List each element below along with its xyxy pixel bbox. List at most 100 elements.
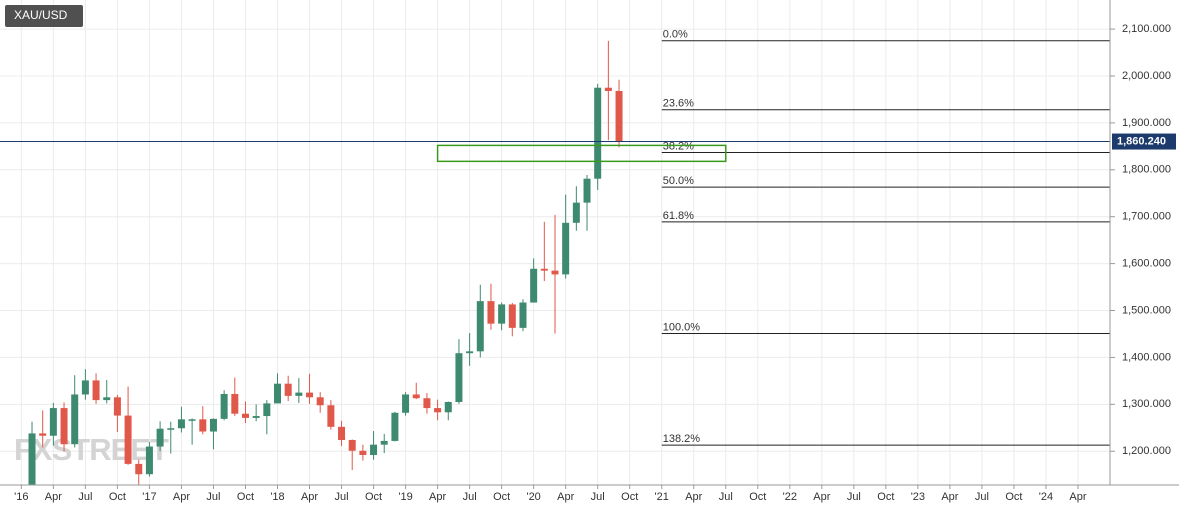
candle-body <box>370 444 378 455</box>
candle-body <box>60 408 68 445</box>
candle-body <box>615 90 623 142</box>
y-tick-label: 1,200.000 <box>1122 445 1171 457</box>
x-tick-label: Jul <box>335 491 349 503</box>
x-tick-label: Oct <box>493 491 510 503</box>
candle-body <box>594 87 602 179</box>
x-tick-label: '17 <box>142 491 156 503</box>
candle-body <box>530 268 538 303</box>
candle-body <box>562 222 570 275</box>
fib-label: 50.0% <box>663 175 694 187</box>
fib-label: 23.6% <box>663 98 694 110</box>
candle-body <box>380 440 388 445</box>
candle-body <box>156 428 164 447</box>
candle-body <box>113 397 121 416</box>
x-tick-label: Apr <box>557 491 574 503</box>
candle-body <box>487 301 495 324</box>
axes: 1,200.000 1,300.000 1,400.000 1,500.000 1,60… <box>14 23 1176 503</box>
x-tick-label: Jul <box>975 491 989 503</box>
y-tick-label: 1,800.000 <box>1122 164 1171 176</box>
candle-body <box>604 87 612 91</box>
x-tick-label: '21 <box>655 491 669 503</box>
fib-label: 61.8% <box>663 210 694 222</box>
candle-body <box>274 383 281 404</box>
candle-body <box>71 394 79 445</box>
last-price-label: 1,860.240 <box>1117 135 1166 147</box>
last-price-box <box>1112 133 1176 150</box>
watermark: FXSTREET <box>14 432 169 467</box>
x-tick-label: Apr <box>45 491 62 503</box>
candle-body <box>540 268 548 271</box>
candle-body <box>263 403 271 417</box>
candles <box>28 40 623 485</box>
candle-body <box>199 419 207 432</box>
y-tick-label: 1,300.000 <box>1122 398 1171 410</box>
fib-label: 138.2% <box>663 433 701 445</box>
candle-body <box>327 405 335 427</box>
candle-body <box>348 439 356 451</box>
y-tick-label: 1,700.000 <box>1122 211 1171 223</box>
y-tick-label: 1,500.000 <box>1122 304 1171 316</box>
x-tick-label: Oct <box>749 491 766 503</box>
candle-body <box>28 433 36 485</box>
candle-body <box>124 415 132 464</box>
x-tick-label: Oct <box>877 491 894 503</box>
candle-body <box>209 418 217 432</box>
title-badge <box>5 5 83 27</box>
candle-body <box>241 413 249 418</box>
candle-body <box>455 353 463 402</box>
y-tick-label: 1,400.000 <box>1122 351 1171 363</box>
grid <box>0 0 1110 485</box>
x-tick-label: '16 <box>14 491 28 503</box>
chart-title: XAU/USD <box>14 8 68 22</box>
candle-body <box>284 383 292 396</box>
zone-box <box>436 144 727 163</box>
x-tick-label: '23 <box>911 491 925 503</box>
x-tick-label: Apr <box>429 491 446 503</box>
x-tick-label: Jul <box>719 491 733 503</box>
x-tick-label: '20 <box>526 491 540 503</box>
candle-body <box>177 419 185 429</box>
candle-body <box>359 450 367 455</box>
candle-body <box>81 380 89 395</box>
candle-body <box>231 394 239 414</box>
fib-label: 0.0% <box>663 29 688 41</box>
candle-body <box>466 351 474 354</box>
x-tick-label: Jul <box>463 491 477 503</box>
x-tick-label: Apr <box>301 491 318 503</box>
x-tick-label: Apr <box>1069 491 1086 503</box>
candle-body <box>220 394 228 419</box>
candle-body <box>338 426 346 440</box>
x-tick-label: Oct <box>237 491 254 503</box>
candle-body <box>103 397 111 401</box>
x-tick-label: Apr <box>941 491 958 503</box>
x-tick-label: Jul <box>847 491 861 503</box>
x-tick-label: '22 <box>783 491 797 503</box>
candle-body <box>551 270 559 275</box>
candle-body <box>498 304 506 324</box>
candle-body <box>306 392 314 398</box>
candle-body <box>572 202 580 223</box>
candle-body <box>476 301 484 352</box>
candle-body <box>508 304 516 328</box>
candle-body <box>188 419 196 421</box>
candle-body <box>444 401 452 413</box>
x-tick-label: Apr <box>813 491 830 503</box>
x-tick-label: Oct <box>109 491 126 503</box>
y-tick-label: 2,000.000 <box>1122 70 1171 82</box>
candle-body <box>135 463 143 475</box>
candle-body <box>167 428 175 430</box>
candle-body <box>391 412 399 441</box>
candle-body <box>316 397 324 406</box>
x-tick-label: '24 <box>1039 491 1053 503</box>
x-tick-label: Jul <box>78 491 92 503</box>
x-tick-label: '18 <box>270 491 284 503</box>
candle-body <box>39 433 47 436</box>
candle-body <box>583 178 591 203</box>
x-tick-label: Oct <box>1005 491 1022 503</box>
overlays: 0.0% 23.6% 38.2% 50.0% 61.8% 100.0% 138.2% <box>0 29 1110 446</box>
x-tick-label: Apr <box>685 491 702 503</box>
candle-body <box>252 416 260 418</box>
candle-body <box>49 408 57 436</box>
y-tick-label: 1,600.000 <box>1122 258 1171 270</box>
y-tick-label: 2,100.000 <box>1122 23 1171 35</box>
